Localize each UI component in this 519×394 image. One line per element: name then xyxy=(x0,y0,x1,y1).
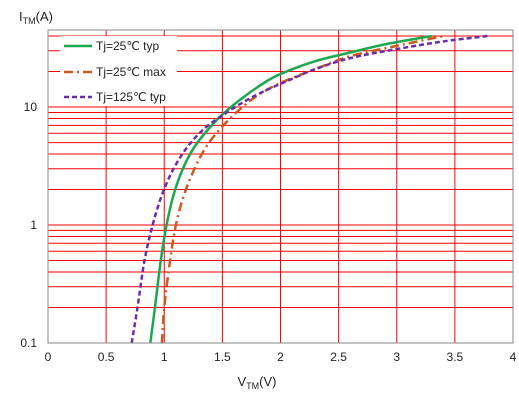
x-tick-label: 0.5 xyxy=(98,350,115,364)
legend-label-series-3: Tj=125℃ typ xyxy=(96,90,166,104)
x-tick-label: 1 xyxy=(161,350,168,364)
x-axis-title-unit: (V) xyxy=(259,374,276,389)
y-axis-title-sub: TM xyxy=(23,16,36,26)
y-tick-label: 10 xyxy=(24,100,38,114)
legend-background xyxy=(60,36,177,106)
x-tick-label: 2 xyxy=(277,350,284,364)
x-axis-title: VTM(V) xyxy=(237,374,276,391)
y-axis-title-main: I xyxy=(19,9,23,24)
y-axis-title-unit: (A) xyxy=(36,9,53,24)
y-tick-labels: 0.1 1 10 xyxy=(20,100,37,350)
plot-frame xyxy=(47,29,514,344)
legend: Tj=25℃ typ Tj=25℃ max Tj=125℃ typ xyxy=(60,36,177,106)
x-tick-label: 3.5 xyxy=(447,350,464,364)
y-tick-label: 0.1 xyxy=(20,336,37,350)
x-tick-labels: 0 0.5 1 1.5 2 2.5 3 3.5 4 xyxy=(45,350,517,364)
series-line-2 xyxy=(160,34,444,344)
x-tick-label: 1.5 xyxy=(214,350,231,364)
x-tick-label: 3 xyxy=(393,350,400,364)
series-line-1 xyxy=(149,34,432,344)
x-tick-label: 4 xyxy=(510,350,517,364)
y-axis-title: ITM(A) xyxy=(19,9,53,26)
legend-label-series-2: Tj=25℃ max xyxy=(96,65,166,79)
y-tick-label: 1 xyxy=(30,218,37,232)
legend-label-series-1: Tj=25℃ typ xyxy=(96,39,159,53)
x-axis-title-sub: TM xyxy=(246,381,259,391)
x-axis-title-main: V xyxy=(237,374,246,389)
series-lines xyxy=(130,34,488,344)
x-tick-label: 2.5 xyxy=(330,350,347,364)
grid xyxy=(47,30,514,344)
x-tick-label: 0 xyxy=(45,350,52,364)
